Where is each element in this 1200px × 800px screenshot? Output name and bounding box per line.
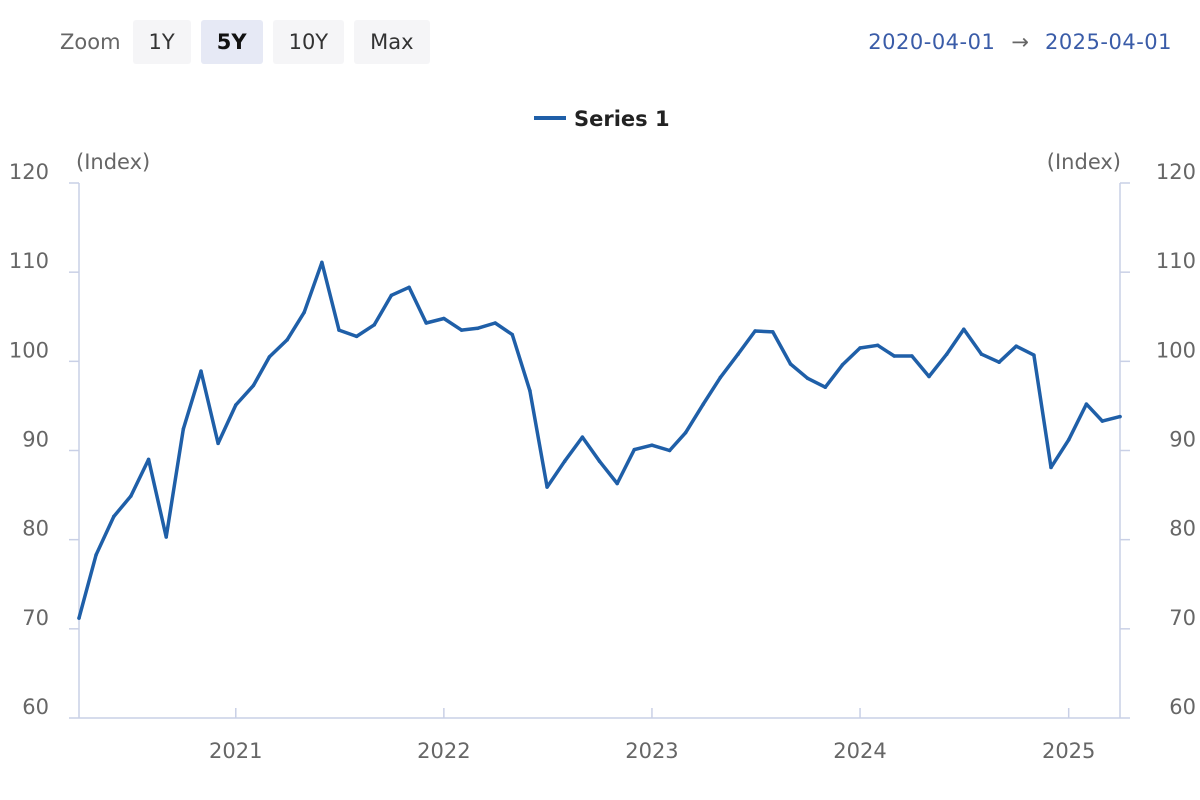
data-point [840,363,845,367]
data-point [129,494,133,498]
zoom-label: Zoom [60,30,121,54]
data-point [216,441,220,446]
data-point [251,383,256,388]
data-point [302,310,306,315]
data-point [997,360,1001,364]
right-y-tick-label: 120 [1156,160,1196,184]
data-point [475,326,480,331]
x-tick-label: 2025 [1042,739,1095,763]
data-point [407,285,411,290]
data-point [892,354,896,358]
data-point [875,343,880,348]
data-point [94,553,98,557]
range-arrow-icon: → [1011,30,1029,54]
data-point [1118,414,1122,419]
x-tick-label: 2022 [417,739,470,763]
data-point [632,447,637,452]
zoom-5y-button[interactable]: 5Y [200,20,263,64]
left-y-tick-label: 120 [9,160,49,184]
data-point [910,354,914,358]
data-point [683,430,688,435]
data-point [545,485,549,489]
series-line [77,260,1122,620]
data-point [1084,402,1089,406]
data-point [510,332,515,337]
data-point [354,334,359,339]
right-y-tick-label: 90 [1169,428,1196,452]
left-axis-unit: (Index) [76,150,150,174]
data-point [562,459,567,463]
zoom-toolbar: Zoom 1Y 5Y 10Y Max [60,20,430,64]
data-point [701,402,706,406]
left-y-tick-label: 60 [22,695,49,719]
left-y-tick-label: 70 [22,606,49,630]
data-point [788,362,793,366]
data-point [234,403,238,407]
data-point [528,389,532,393]
data-point [267,355,272,359]
data-point [650,443,654,447]
data-point [146,457,151,462]
data-point [736,352,740,356]
data-point [771,330,775,334]
left-y-tick-label: 80 [22,517,49,541]
date-range: 2020-04-01 → 2025-04-01 [868,20,1172,64]
data-point [459,328,464,332]
data-point [181,427,186,431]
right-axis-unit: (Index) [1047,150,1121,174]
data-point [389,293,394,298]
data-point [805,376,810,381]
data-point [823,385,828,389]
data-point [718,375,723,380]
zoom-max-button[interactable]: Max [354,20,430,64]
data-point [1032,353,1036,357]
right-y-tick-label: 70 [1169,606,1196,630]
data-point [320,260,324,265]
data-point [753,329,757,333]
data-point [424,321,428,325]
data-point [199,369,203,373]
right-y-tick-label: 100 [1156,338,1196,362]
data-point [1100,419,1105,423]
plot-area [77,260,1122,620]
data-point [77,616,81,620]
right-y-tick-label: 60 [1169,695,1196,719]
data-point [962,327,966,331]
data-point [372,323,377,327]
legend-label: Series 1 [574,107,670,131]
data-point [944,352,949,356]
left-y-tick-label: 110 [9,249,49,273]
x-tick-label: 2021 [209,739,262,763]
data-point [858,346,862,350]
data-point [615,481,619,486]
data-point [667,448,672,453]
data-point [580,435,585,439]
left-y-tick-label: 100 [9,338,49,362]
data-point [493,321,497,325]
zoom-10y-button[interactable]: 10Y [272,20,345,64]
legend[interactable]: Series 1 [534,107,670,131]
data-point [164,535,168,539]
data-point [442,316,446,321]
data-point [979,352,984,356]
zoom-1y-button[interactable]: 1Y [132,20,191,64]
x-tick-label: 2024 [833,739,886,763]
axes: 60 60 70 70 80 80 90 90 100 100 110 110 120 120 2021 20… [9,160,1196,763]
data-point [1014,344,1018,348]
range-to-date[interactable]: 2025-04-01 [1044,30,1172,54]
left-y-tick-label: 90 [22,428,49,452]
right-y-tick-label: 110 [1156,249,1196,273]
x-tick-label: 2023 [625,739,678,763]
data-point [1066,438,1071,442]
data-point [1049,465,1053,470]
range-from-date[interactable]: 2020-04-01 [868,30,996,54]
data-point [927,374,931,379]
data-point [285,338,289,342]
data-point [597,459,602,463]
right-y-tick-label: 80 [1169,517,1196,541]
data-point [112,514,116,519]
data-point [337,328,341,332]
